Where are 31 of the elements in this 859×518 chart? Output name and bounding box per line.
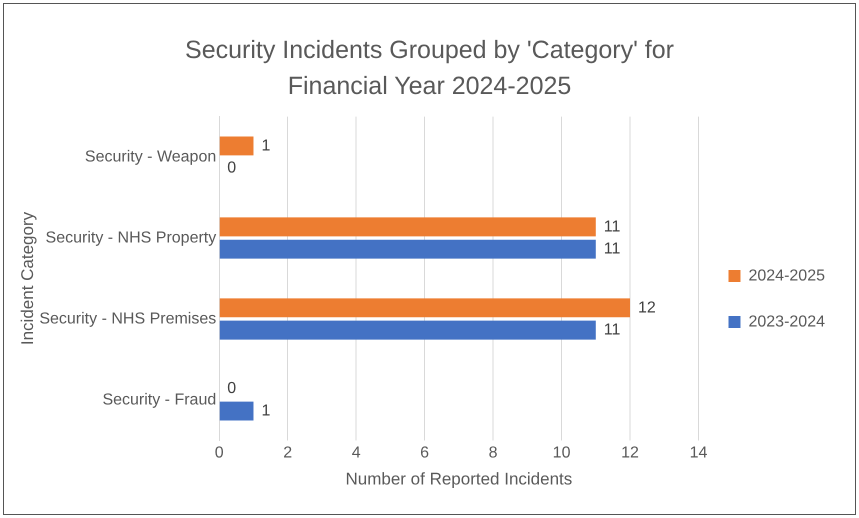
bar: [220, 136, 254, 156]
bar: [220, 217, 596, 236]
x-axis-title: Number of Reported Incidents: [345, 469, 572, 488]
bar: [220, 320, 596, 340]
data-label: 0: [227, 380, 236, 398]
y-tick-label: Security - NHS Property: [46, 229, 216, 246]
legend-label: 2023-2024: [748, 313, 826, 330]
data-label: 0: [227, 160, 236, 177]
y-tick-label: Security - Fraud: [102, 391, 216, 408]
data-label: 11: [604, 240, 620, 258]
bar: [220, 240, 596, 259]
bar: [220, 298, 630, 318]
x-tick-label: 6: [420, 444, 430, 462]
data-label: 1: [261, 402, 270, 420]
x-tick-label: 2: [283, 444, 292, 462]
data-label: 12: [638, 299, 656, 316]
chart-title: Security Incidents Grouped by 'Category' for Financial Year 2024-2025: [184, 35, 675, 102]
legend-label: 2024-2025: [748, 267, 826, 284]
x-tick-label: 8: [488, 444, 498, 462]
data-label: 1: [261, 137, 270, 154]
y-tick-label: Security - Weapon: [84, 148, 216, 166]
bar: [220, 402, 254, 421]
x-tick-label: 12: [621, 444, 640, 462]
x-tick-label: 4: [352, 444, 361, 462]
x-tick-label: 0: [214, 444, 224, 462]
data-label: 11: [604, 322, 620, 339]
data-label: 11: [604, 218, 620, 236]
x-tick-label: 14: [690, 444, 708, 462]
x-tick-label: 10: [552, 444, 571, 462]
y-axis-title: Incident Category: [18, 211, 37, 346]
y-tick-label: Security - NHS Premises: [39, 310, 216, 328]
